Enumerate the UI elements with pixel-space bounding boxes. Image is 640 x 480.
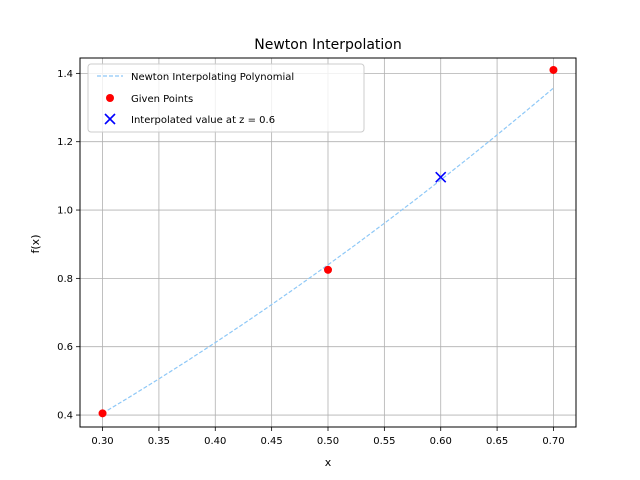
given-point	[98, 409, 107, 418]
legend-label-given-points: Given Points	[131, 94, 193, 105]
legend-box	[87, 63, 365, 133]
y-axis-label: f(x)	[29, 235, 42, 254]
x-tick-label: 0.45	[261, 436, 283, 447]
interpolating-polynomial-line	[102, 87, 554, 414]
legend: Newton Interpolating Polynomial Given Po…	[87, 63, 365, 133]
given-point	[324, 265, 332, 274]
y-tick-label: 0.4	[57, 411, 73, 422]
x-tick-label: 0.65	[486, 436, 508, 447]
x-tick-label: 0.40	[204, 436, 226, 447]
x-tick-label: 0.70	[542, 436, 564, 447]
chart-title: Newton Interpolation	[254, 37, 402, 53]
legend-circle-swatch	[106, 94, 114, 102]
given-point	[549, 65, 558, 74]
curve-layer	[102, 87, 554, 414]
x-tick-label: 0.50	[317, 436, 339, 447]
y-tick-label: 0.6	[57, 342, 73, 353]
x-axis-label: x	[325, 456, 332, 469]
y-tick-label: 0.8	[57, 274, 73, 285]
y-ticks: 0.4 0.6 0.8 1.0 1.2 1.4	[57, 69, 80, 422]
legend-label-interpolated: Interpolated value at z = 0.6	[131, 115, 275, 126]
interpolated-point	[435, 171, 447, 183]
legend-x-swatch	[104, 113, 116, 125]
x-ticks: 0.30 0.35 0.40 0.45 0.50 0.55 0.60 0.65 0.70	[91, 427, 565, 447]
y-tick-label: 1.4	[57, 69, 73, 80]
x-tick-label: 0.30	[91, 436, 113, 447]
y-tick-label: 1.2	[57, 137, 73, 148]
interpolated-point-stroke	[435, 171, 447, 183]
x-tick-label: 0.60	[430, 436, 452, 447]
x-tick-label: 0.55	[373, 436, 395, 447]
x-tick-label: 0.35	[148, 436, 170, 447]
points-layer	[98, 65, 558, 418]
y-tick-label: 1.0	[57, 206, 73, 217]
grid	[80, 58, 576, 427]
legend-label-polynomial: Newton Interpolating Polynomial	[131, 72, 294, 83]
